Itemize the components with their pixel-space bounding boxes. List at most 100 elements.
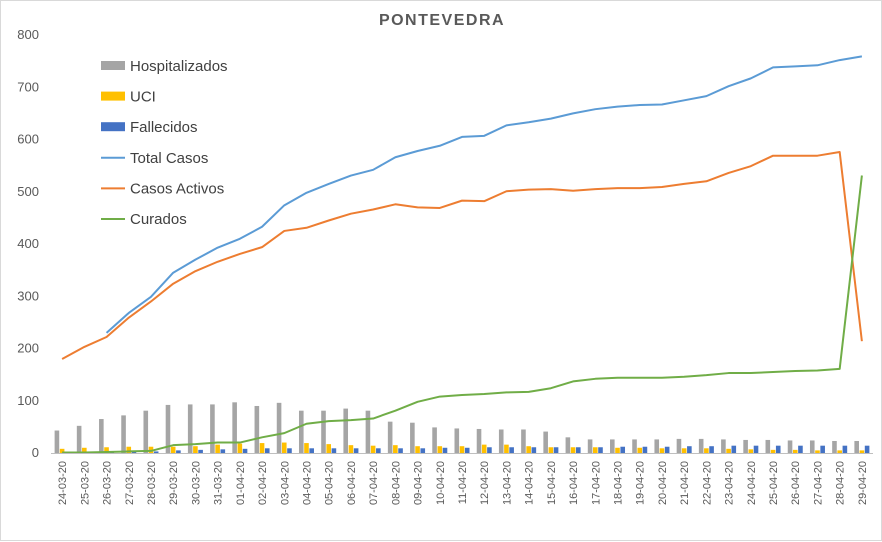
bar-fallecidos	[842, 445, 848, 453]
bar-fallecidos	[575, 447, 581, 453]
bar-uci	[859, 450, 865, 453]
legend-item: Fallecidos	[101, 119, 198, 136]
bar-fallecidos	[353, 448, 359, 453]
bar-hospitalizados	[410, 422, 415, 453]
x-tick-label: 23-04-20	[724, 461, 736, 505]
bar-hospitalizados	[521, 429, 526, 453]
legend-swatch	[101, 91, 125, 101]
x-tick-label: 30-03-20	[190, 461, 202, 505]
bar-fallecidos	[376, 448, 381, 453]
bar-uci	[592, 447, 598, 453]
bar-hospitalizados	[654, 439, 660, 453]
x-tick-label: 13-04-20	[501, 461, 513, 505]
bar-fallecidos	[420, 448, 426, 453]
bar-fallecidos	[487, 447, 492, 453]
legend-swatch	[101, 122, 125, 132]
x-tick-label: 02-04-20	[257, 461, 269, 505]
bar-fallecidos	[287, 448, 292, 453]
bar-fallecidos	[731, 445, 737, 453]
x-tick-label: 18-04-20	[613, 461, 625, 505]
legend-item: Hospitalizados	[101, 58, 228, 75]
bar-fallecidos	[398, 448, 403, 453]
bar-uci	[726, 448, 731, 453]
bar-uci	[304, 443, 309, 453]
bar-fallecidos	[131, 451, 137, 453]
x-tick-label: 15-04-20	[546, 461, 558, 505]
x-axis: 24-03-20 25-03-20 26-03-20 27-03-20 28-03-20…	[51, 453, 873, 505]
x-tick-label: 17-04-20	[590, 461, 602, 505]
legend-item: Casos Activos	[101, 180, 224, 197]
bar-hospitalizados	[610, 439, 615, 453]
bar-uci	[393, 445, 398, 453]
x-tick-label: 11-04-20	[457, 461, 469, 504]
y-axis: 0 100 200 300 400 500 600 700 800	[17, 27, 39, 460]
bar-uci	[792, 449, 798, 453]
y-tick-label: 0	[32, 445, 39, 460]
legend-label: Hospitalizados	[130, 58, 228, 75]
bar-hospitalizados	[721, 439, 726, 453]
y-tick-label: 500	[17, 184, 39, 199]
bar-hospitalizados	[587, 439, 593, 453]
legend-item: Total Casos	[101, 150, 208, 167]
x-tick-label: 25-04-20	[768, 461, 780, 505]
bar-hospitalizados	[476, 428, 482, 453]
bar-uci	[770, 449, 776, 453]
bar-hospitalizados	[809, 440, 815, 453]
bar-uci	[504, 444, 509, 453]
bar-hospitalizados	[543, 431, 548, 453]
bar-uci	[148, 446, 154, 453]
bar-uci	[681, 448, 687, 453]
bar-fallecidos	[198, 449, 203, 453]
bar-uci	[615, 447, 620, 453]
bar-fallecidos	[864, 445, 870, 453]
bar-fallecidos	[220, 449, 226, 453]
bar-uci	[570, 447, 576, 453]
bar-fallecidos	[176, 450, 181, 453]
bar-fallecidos	[331, 448, 337, 453]
bar-uci	[526, 446, 531, 453]
bar-hospitalizados	[210, 404, 215, 453]
x-tick-label: 10-04-20	[435, 461, 447, 505]
bar-fallecidos	[709, 446, 714, 453]
bar-fallecidos	[553, 447, 559, 453]
bar-hospitalizados	[143, 410, 149, 453]
bar-uci	[548, 447, 554, 453]
bar-hospitalizados	[343, 408, 349, 453]
bar-hospitalizados	[432, 427, 437, 453]
y-tick-label: 100	[17, 393, 39, 408]
bar-uci	[704, 448, 709, 453]
bar-fallecidos	[820, 445, 825, 453]
bar-uci	[170, 446, 176, 453]
bars	[54, 402, 870, 453]
bar-hospitalizados	[365, 410, 371, 453]
bar-hospitalizados	[276, 402, 282, 453]
bar-hospitalizados	[787, 440, 793, 453]
x-tick-label: 09-04-20	[413, 461, 425, 505]
bar-hospitalizados	[387, 421, 393, 453]
x-tick-label: 28-03-20	[146, 461, 158, 505]
bar-uci	[415, 446, 420, 453]
y-tick-label: 600	[17, 132, 39, 147]
bar-hospitalizados	[498, 429, 504, 453]
x-tick-label: 24-04-20	[746, 461, 758, 505]
x-tick-label: 08-04-20	[390, 461, 402, 505]
legend-label: Total Casos	[130, 150, 208, 167]
bar-uci	[82, 447, 87, 453]
bar-hospitalizados	[854, 440, 859, 453]
bar-hospitalizados	[121, 415, 126, 453]
bar-uci	[259, 443, 265, 453]
bar-uci	[815, 450, 820, 453]
bar-fallecidos	[598, 447, 603, 453]
x-tick-label: 20-04-20	[657, 461, 669, 505]
bar-uci	[659, 448, 665, 453]
x-tick-label: 27-04-20	[812, 461, 824, 505]
bar-fallecidos	[753, 445, 759, 453]
bar-uci	[326, 444, 332, 453]
bar-fallecidos	[509, 447, 514, 453]
bar-fallecidos	[442, 447, 448, 453]
bar-hospitalizados	[698, 438, 704, 453]
bar-hospitalizados	[76, 425, 82, 453]
bar-uci	[437, 446, 443, 453]
bar-uci	[348, 445, 354, 453]
